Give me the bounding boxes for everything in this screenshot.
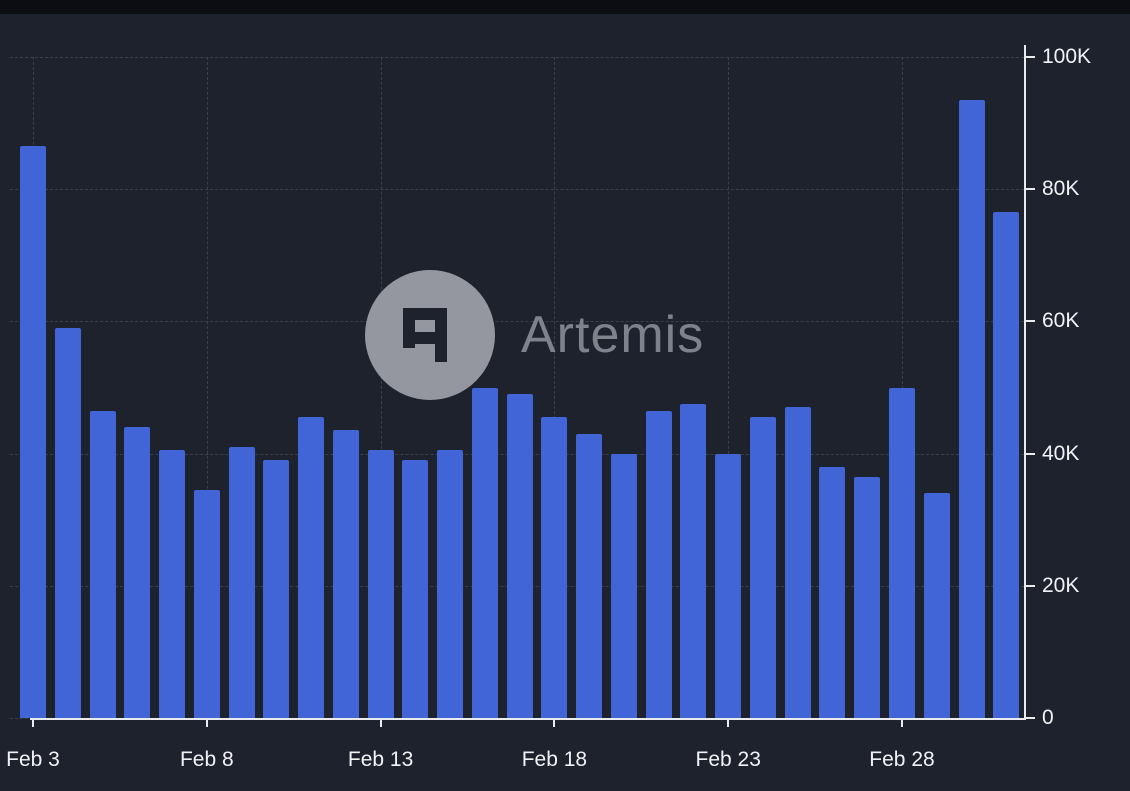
y-axis-label: 60K: [1042, 309, 1080, 333]
x-axis-tick: [901, 718, 903, 727]
bar[interactable]: [749, 417, 776, 718]
bar[interactable]: [506, 394, 533, 718]
bar[interactable]: [298, 417, 325, 718]
vertical-gridline: [554, 57, 556, 718]
y-axis-tick: [1024, 452, 1035, 455]
bar[interactable]: [645, 410, 672, 718]
y-axis-tick: [1024, 717, 1035, 719]
bar[interactable]: [680, 404, 707, 718]
bar[interactable]: [263, 460, 290, 718]
horizontal-gridline: [10, 57, 1024, 58]
bar[interactable]: [54, 328, 81, 718]
bar[interactable]: [819, 466, 846, 718]
window-top-edge: [0, 0, 1130, 14]
bar[interactable]: [715, 453, 742, 718]
bar[interactable]: [923, 493, 950, 718]
y-axis: [1024, 45, 1026, 720]
bar[interactable]: [20, 146, 46, 718]
vertical-gridline: [206, 57, 208, 718]
bar[interactable]: [437, 450, 464, 718]
plot-area: [10, 57, 1024, 719]
bar[interactable]: [958, 99, 985, 718]
y-axis-label: 100K: [1042, 45, 1092, 68]
x-axis-tick: [553, 718, 556, 727]
x-axis-label: Feb 13: [347, 748, 414, 771]
y-axis-tick: [1024, 56, 1035, 58]
y-axis-label: 0: [1042, 706, 1054, 729]
bar[interactable]: [889, 387, 915, 718]
bar[interactable]: [367, 450, 394, 718]
horizontal-gridline: [10, 321, 1024, 323]
y-axis-tick: [1024, 320, 1035, 323]
bar[interactable]: [576, 433, 603, 718]
bar[interactable]: [993, 212, 1020, 718]
x-axis-label: Feb 8: [179, 748, 234, 771]
y-axis-label: 40K: [1042, 441, 1080, 465]
x-axis-tick: [727, 718, 730, 727]
bar[interactable]: [854, 476, 881, 718]
horizontal-gridline: [10, 189, 1024, 191]
x-axis-label: Feb 23: [695, 748, 761, 771]
chart-panel: Artemis 0 20K 40K 60K 80K 100K Feb 3 Feb 8 Feb 1…: [0, 14, 1130, 791]
bar[interactable]: [159, 450, 186, 718]
bar[interactable]: [228, 447, 255, 718]
bar[interactable]: [471, 387, 498, 718]
x-axis-tick: [379, 718, 382, 727]
bar[interactable]: [89, 410, 116, 718]
x-axis-label: Feb 28: [869, 748, 935, 771]
bar[interactable]: [610, 453, 637, 718]
y-axis-tick: [1024, 188, 1035, 191]
y-axis-tick: [1024, 584, 1035, 587]
x-axis-label: Feb 18: [521, 748, 588, 771]
bar[interactable]: [784, 407, 811, 718]
y-axis-label: 20K: [1042, 573, 1080, 597]
bar[interactable]: [193, 489, 220, 718]
bar[interactable]: [124, 427, 151, 718]
y-axis-label: 80K: [1042, 177, 1080, 201]
bar[interactable]: [332, 430, 359, 718]
x-axis-tick: [32, 718, 34, 727]
x-axis: [30, 718, 1026, 720]
bar[interactable]: [402, 460, 429, 718]
x-axis-tick: [205, 718, 208, 727]
vertical-gridline: [728, 57, 730, 718]
bar[interactable]: [541, 417, 568, 718]
x-axis-label: Feb 3: [6, 748, 60, 771]
